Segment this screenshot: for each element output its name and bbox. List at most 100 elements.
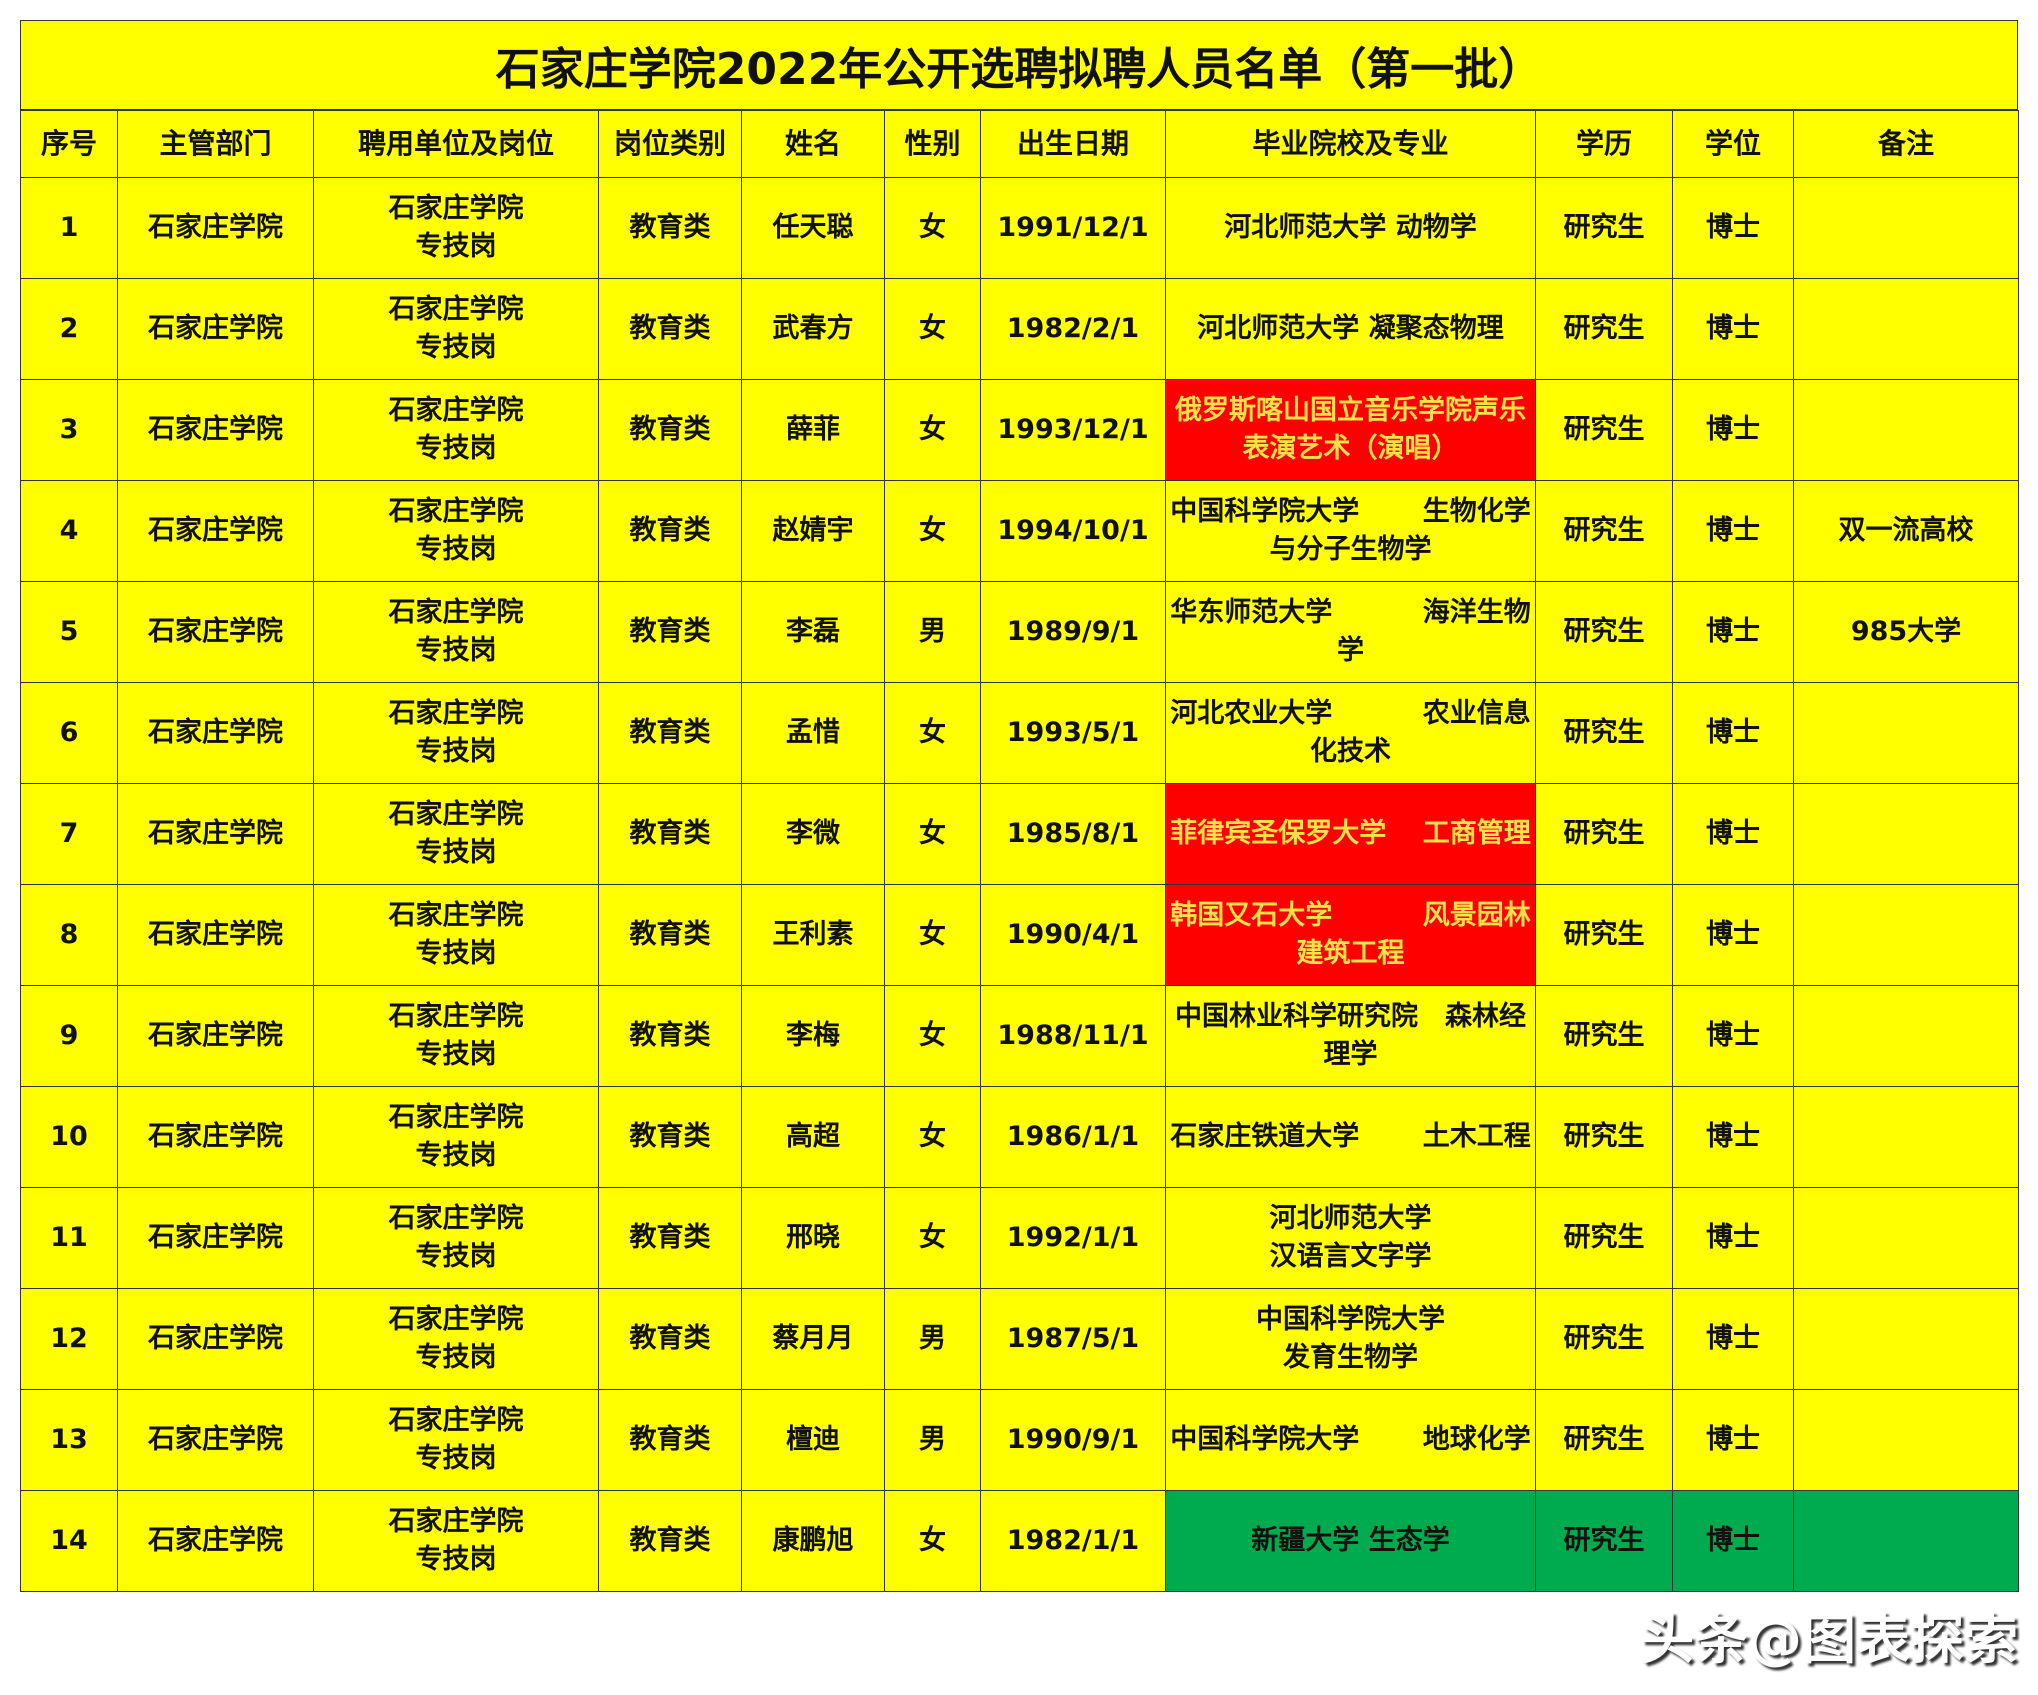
cell-dept: 石家庄学院 — [117, 1490, 314, 1592]
table-row: 14 石家庄学院 石家庄学院 专技岗 教育类 康鹏旭女 1982/1/1 新疆大学 生态学研… — [20, 1490, 2019, 1592]
cell-birth: 1991/12/1 — [980, 177, 1166, 279]
cell-name: 高超 — [741, 1086, 885, 1188]
cell-unit: 石家庄学院 专技岗 — [313, 480, 599, 582]
cell-edu: 研究生 — [1535, 278, 1673, 380]
table-row: 6 石家庄学院 石家庄学院 专技岗 教育类 孟惜女 1993/5/1 河北农业大学 农业信息… — [20, 682, 2019, 784]
cell-cat: 教育类 — [598, 1086, 742, 1188]
cell-note — [1793, 1288, 2019, 1390]
column-header: 聘用单位及岗位 — [313, 110, 599, 178]
cell-school: 河北师范大学 汉语言文字学 — [1165, 1187, 1536, 1289]
cell-no: 3 — [20, 379, 118, 481]
cell-no: 5 — [20, 581, 118, 683]
header-row: 序号 主管部门 聘用单位及岗位 岗位类别 姓名 性别 出生日期 毕业院校及专业 学历 学位 备注 — [20, 110, 2019, 178]
table-row: 12 石家庄学院 石家庄学院 专技岗 教育类 蔡月月男 1987/5/1 中国科学院大学 发… — [20, 1288, 2019, 1390]
cell-sex: 女 — [884, 177, 981, 279]
table-row: 13 石家庄学院 石家庄学院 专技岗 教育类 檀迪男 1990/9/1 中国科学院大学 地球… — [20, 1389, 2019, 1491]
cell-note — [1793, 379, 2019, 481]
cell-no: 6 — [20, 682, 118, 784]
column-header: 序号 — [20, 110, 118, 178]
cell-birth: 1986/1/1 — [980, 1086, 1166, 1188]
cell-birth: 1990/9/1 — [980, 1389, 1166, 1491]
cell-name: 李微 — [741, 783, 885, 885]
table-row: 4 石家庄学院 石家庄学院 专技岗 教育类 赵婧宇女 1994/10/1 中国科学院大学 生… — [20, 480, 2019, 582]
cell-name: 王利素 — [741, 884, 885, 986]
table-row: 7 石家庄学院 石家庄学院 专技岗 教育类 李微女 1985/8/1 菲律宾圣保罗大学 工商… — [20, 783, 2019, 885]
cell-school: 石家庄铁道大学 土木工程 — [1165, 1086, 1536, 1188]
column-header: 姓名 — [741, 110, 885, 178]
cell-dept: 石家庄学院 — [117, 278, 314, 380]
cell-name: 任天聪 — [741, 177, 885, 279]
cell-dept: 石家庄学院 — [117, 1288, 314, 1390]
cell-dept: 石家庄学院 — [117, 783, 314, 885]
cell-degree: 博士 — [1672, 480, 1794, 582]
cell-note — [1793, 1086, 2019, 1188]
cell-school: 俄罗斯喀山国立音乐学院声乐表演艺术（演唱） — [1165, 379, 1536, 481]
cell-degree: 博士 — [1672, 177, 1794, 279]
cell-cat: 教育类 — [598, 278, 742, 380]
cell-cat: 教育类 — [598, 1288, 742, 1390]
cell-sex: 女 — [884, 379, 981, 481]
cell-sex: 女 — [884, 1086, 981, 1188]
cell-dept: 石家庄学院 — [117, 1187, 314, 1289]
cell-edu: 研究生 — [1535, 985, 1673, 1087]
sheet-title: 石家庄学院2022年公开选聘拟聘人员名单（第一批） — [20, 20, 2018, 110]
cell-note — [1793, 783, 2019, 885]
cell-edu: 研究生 — [1535, 783, 1673, 885]
cell-cat: 教育类 — [598, 682, 742, 784]
cell-sex: 男 — [884, 1288, 981, 1390]
cell-dept: 石家庄学院 — [117, 1389, 314, 1491]
cell-cat: 教育类 — [598, 581, 742, 683]
cell-unit: 石家庄学院 专技岗 — [313, 985, 599, 1087]
cell-degree: 博士 — [1672, 1288, 1794, 1390]
cell-school: 韩国又石大学 风景园林建筑工程 — [1165, 884, 1536, 986]
cell-note — [1793, 278, 2019, 380]
cell-no: 10 — [20, 1086, 118, 1188]
cell-dept: 石家庄学院 — [117, 480, 314, 582]
cell-sex: 女 — [884, 682, 981, 784]
cell-unit: 石家庄学院 专技岗 — [313, 278, 599, 380]
cell-birth: 1982/1/1 — [980, 1490, 1166, 1592]
cell-cat: 教育类 — [598, 379, 742, 481]
column-header: 毕业院校及专业 — [1165, 110, 1536, 178]
cell-edu: 研究生 — [1535, 1086, 1673, 1188]
cell-name: 赵婧宇 — [741, 480, 885, 582]
cell-degree: 博士 — [1672, 278, 1794, 380]
cell-no: 7 — [20, 783, 118, 885]
cell-cat: 教育类 — [598, 884, 742, 986]
cell-birth: 1985/8/1 — [980, 783, 1166, 885]
cell-dept: 石家庄学院 — [117, 177, 314, 279]
cell-no: 11 — [20, 1187, 118, 1289]
column-header: 出生日期 — [980, 110, 1166, 178]
cell-degree: 博士 — [1672, 1490, 1794, 1592]
cell-note — [1793, 884, 2019, 986]
cell-sex: 女 — [884, 985, 981, 1087]
cell-edu: 研究生 — [1535, 884, 1673, 986]
roster-sheet: 石家庄学院2022年公开选聘拟聘人员名单（第一批） 序号 主管部门 聘用单位及岗位岗… — [20, 20, 2019, 1592]
cell-edu: 研究生 — [1535, 480, 1673, 582]
watermark: 头条@图表探索 — [1640, 1608, 2018, 1671]
cell-cat: 教育类 — [598, 985, 742, 1087]
cell-note — [1793, 682, 2019, 784]
cell-degree: 博士 — [1672, 985, 1794, 1087]
cell-degree: 博士 — [1672, 884, 1794, 986]
cell-edu: 研究生 — [1535, 177, 1673, 279]
cell-birth: 1994/10/1 — [980, 480, 1166, 582]
roster-table: 序号 主管部门 聘用单位及岗位 岗位类别 姓名 性别 出生日期 毕业院校及专业 学历 学位 备注 1… — [20, 110, 2019, 1592]
cell-name: 康鹏旭 — [741, 1490, 885, 1592]
table-row: 3 石家庄学院 石家庄学院 专技岗 教育类 薛菲女 1993/12/1 俄罗斯喀山国立音乐学… — [20, 379, 2019, 481]
cell-dept: 石家庄学院 — [117, 581, 314, 683]
cell-edu: 研究生 — [1535, 1187, 1673, 1289]
cell-note — [1793, 1490, 2019, 1592]
cell-name: 邢晓 — [741, 1187, 885, 1289]
cell-no: 12 — [20, 1288, 118, 1390]
cell-dept: 石家庄学院 — [117, 379, 314, 481]
cell-no: 2 — [20, 278, 118, 380]
cell-unit: 石家庄学院 专技岗 — [313, 1389, 599, 1491]
cell-sex: 女 — [884, 1187, 981, 1289]
table-row: 10 石家庄学院 石家庄学院 专技岗 教育类 高超女 1986/1/1 石家庄铁道大学 土木… — [20, 1086, 2019, 1188]
cell-edu: 研究生 — [1535, 379, 1673, 481]
cell-note: 985大学 — [1793, 581, 2019, 683]
cell-school: 新疆大学 生态学 — [1165, 1490, 1536, 1592]
cell-name: 李磊 — [741, 581, 885, 683]
cell-school: 中国科学院大学 地球化学 — [1165, 1389, 1536, 1491]
